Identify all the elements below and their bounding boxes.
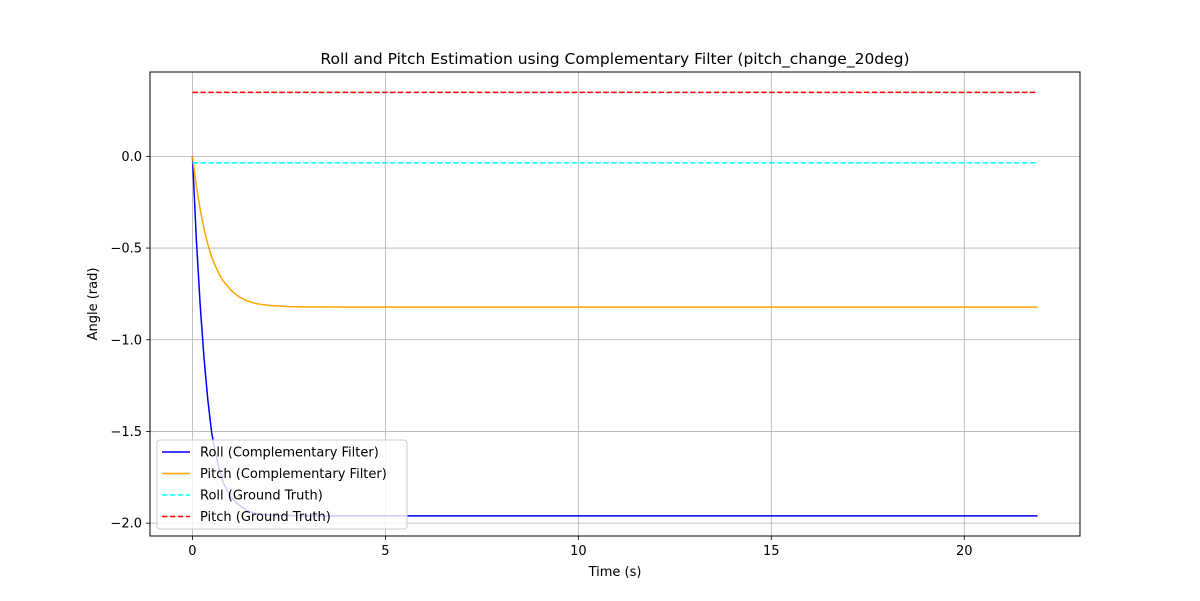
legend-label-1: Pitch (Complementary Filter)	[200, 467, 387, 482]
legend-box	[156, 439, 408, 530]
grid	[150, 72, 1080, 536]
y-tick-label: −0.5	[110, 242, 142, 257]
legend-label-2: Roll (Ground Truth)	[200, 489, 323, 504]
y-tick-label: −1.5	[110, 425, 142, 440]
plot-frame	[149, 71, 1081, 537]
x-tick-label: 20	[956, 544, 973, 559]
y-tick-label: −1.0	[110, 333, 142, 348]
y-tick-label: −2.0	[110, 517, 142, 532]
legend: Roll (Complementary Filter) Pitch (Comple…	[156, 439, 408, 530]
y-tick-label: 0.0	[121, 150, 142, 165]
x-tick-label: 5	[381, 544, 389, 559]
legend-label-0: Roll (Complementary Filter)	[200, 446, 379, 461]
x-tick-label: 15	[763, 544, 780, 559]
chart-title: Roll and Pitch Estimation using Compleme…	[320, 50, 909, 69]
ticks: 0 5 10 15 20 0.0 −0.5 −1.0 −1.5 −2.0	[110, 150, 972, 559]
x-axis-label: Time (s)	[588, 565, 642, 580]
series-line-1	[191, 156, 1038, 308]
x-tick-label: 0	[188, 544, 196, 559]
y-axis-label: Angle (rad)	[86, 268, 101, 341]
legend-label-3: Pitch (Ground Truth)	[200, 510, 331, 525]
x-tick-label: 10	[570, 544, 587, 559]
